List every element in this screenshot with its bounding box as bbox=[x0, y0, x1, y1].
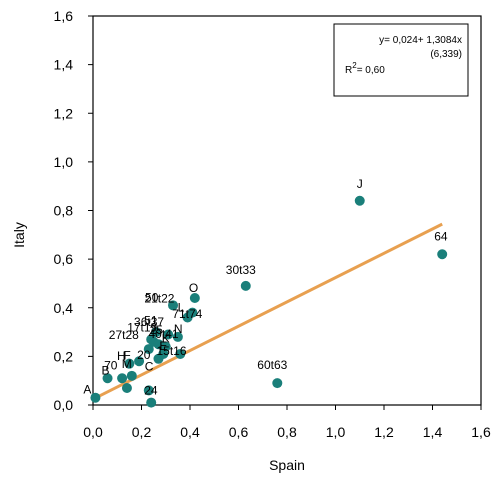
point-label: K bbox=[162, 332, 170, 346]
point-label: 64 bbox=[434, 229, 448, 243]
data-point bbox=[90, 392, 101, 403]
point-label: L bbox=[178, 300, 185, 314]
regression-box: y= 0,024+ 1,3084x (6,339) R2= 0,60 bbox=[333, 23, 469, 97]
point-label: H bbox=[117, 349, 126, 363]
x-tick-label: 0,8 bbox=[277, 424, 297, 440]
point-label: E bbox=[159, 339, 167, 353]
data-point bbox=[187, 307, 198, 318]
point-label: 51 bbox=[144, 313, 158, 327]
point-label: 15t16 bbox=[156, 344, 186, 358]
point-label: 25 bbox=[150, 323, 164, 337]
data-point bbox=[146, 397, 157, 408]
r-squared: R2= 0,60 bbox=[345, 61, 385, 76]
point-label: C bbox=[145, 359, 154, 373]
data-point bbox=[354, 195, 365, 206]
x-tick-label: 0,4 bbox=[180, 424, 200, 440]
y-tick-label: 0,4 bbox=[54, 300, 74, 316]
x-tick-label: 1,2 bbox=[374, 424, 394, 440]
r-squared-symbol: R bbox=[345, 65, 352, 76]
y-tick-label: 0,2 bbox=[54, 348, 74, 364]
y-tick-label: 1,6 bbox=[54, 8, 74, 24]
point-label: O bbox=[189, 281, 198, 295]
y-axis-title: Italy bbox=[11, 222, 27, 248]
regression-tstat: (6,339) bbox=[430, 49, 462, 60]
point-label: 50 bbox=[145, 290, 159, 304]
x-tick-label: 1,6 bbox=[471, 424, 491, 440]
y-tick-label: 0,8 bbox=[54, 203, 74, 219]
data-point bbox=[175, 348, 186, 359]
point-label: F bbox=[123, 349, 130, 363]
regression-equation: y= 0,024+ 1,3084x bbox=[379, 35, 462, 46]
y-tick-label: 0,6 bbox=[54, 251, 74, 267]
r-squared-exponent: 2 bbox=[352, 61, 357, 70]
point-label: J bbox=[357, 177, 363, 191]
data-point bbox=[272, 378, 283, 389]
data-point bbox=[437, 249, 448, 260]
data-point bbox=[121, 382, 132, 393]
point-label: 71t74 bbox=[172, 307, 202, 321]
tick-marks bbox=[88, 15, 482, 410]
data-point bbox=[143, 385, 154, 396]
x-tick-label: 1,4 bbox=[423, 424, 443, 440]
x-tick-label: 0,6 bbox=[229, 424, 249, 440]
data-point bbox=[160, 341, 171, 352]
data-point bbox=[189, 293, 200, 304]
y-tick-label: 1,0 bbox=[54, 154, 74, 170]
y-tick-label: 1,4 bbox=[54, 57, 74, 73]
data-point bbox=[126, 370, 137, 381]
data-point bbox=[151, 327, 162, 338]
data-points bbox=[90, 195, 448, 408]
x-tick-label: 1,0 bbox=[326, 424, 346, 440]
point-label: 60t63 bbox=[257, 358, 287, 372]
data-point bbox=[168, 300, 179, 311]
data-point bbox=[102, 373, 113, 384]
data-point bbox=[134, 356, 145, 367]
data-point bbox=[172, 331, 183, 342]
point-label: 40t41 bbox=[148, 327, 178, 341]
tick-labels: 0,0 0,2 0,4 0,6 0,8 1,0 1,2 1,4 1,6 0,0 0,2 0,4 0,6 0… bbox=[54, 8, 491, 440]
point-label: 20 bbox=[137, 348, 151, 362]
data-point bbox=[240, 280, 251, 291]
point-label: A bbox=[83, 383, 91, 397]
point-label: M bbox=[122, 357, 132, 371]
point-label: 27t28 bbox=[109, 328, 139, 342]
x-axis-title: Spain bbox=[269, 457, 305, 473]
point-label: 24 bbox=[144, 384, 158, 398]
x-tick-label: 0,2 bbox=[132, 424, 152, 440]
point-label: B bbox=[102, 363, 110, 377]
regression-line bbox=[92, 222, 443, 401]
x-tick-label: 0,0 bbox=[83, 424, 103, 440]
data-point bbox=[124, 358, 135, 369]
r-squared-value: = 0,60 bbox=[357, 65, 386, 76]
point-label: 36t37 bbox=[134, 315, 164, 329]
point-label: 21t22 bbox=[144, 292, 174, 306]
y-tick-label: 1,2 bbox=[54, 105, 74, 121]
data-point bbox=[143, 344, 154, 355]
point-label: N bbox=[174, 322, 183, 336]
point-label: 70 bbox=[104, 358, 118, 372]
data-point bbox=[163, 329, 174, 340]
y-tick-label: 0,0 bbox=[54, 397, 74, 413]
point-label: 17t19 bbox=[127, 320, 157, 334]
point-label: 30t33 bbox=[226, 263, 256, 277]
data-point bbox=[117, 373, 128, 384]
